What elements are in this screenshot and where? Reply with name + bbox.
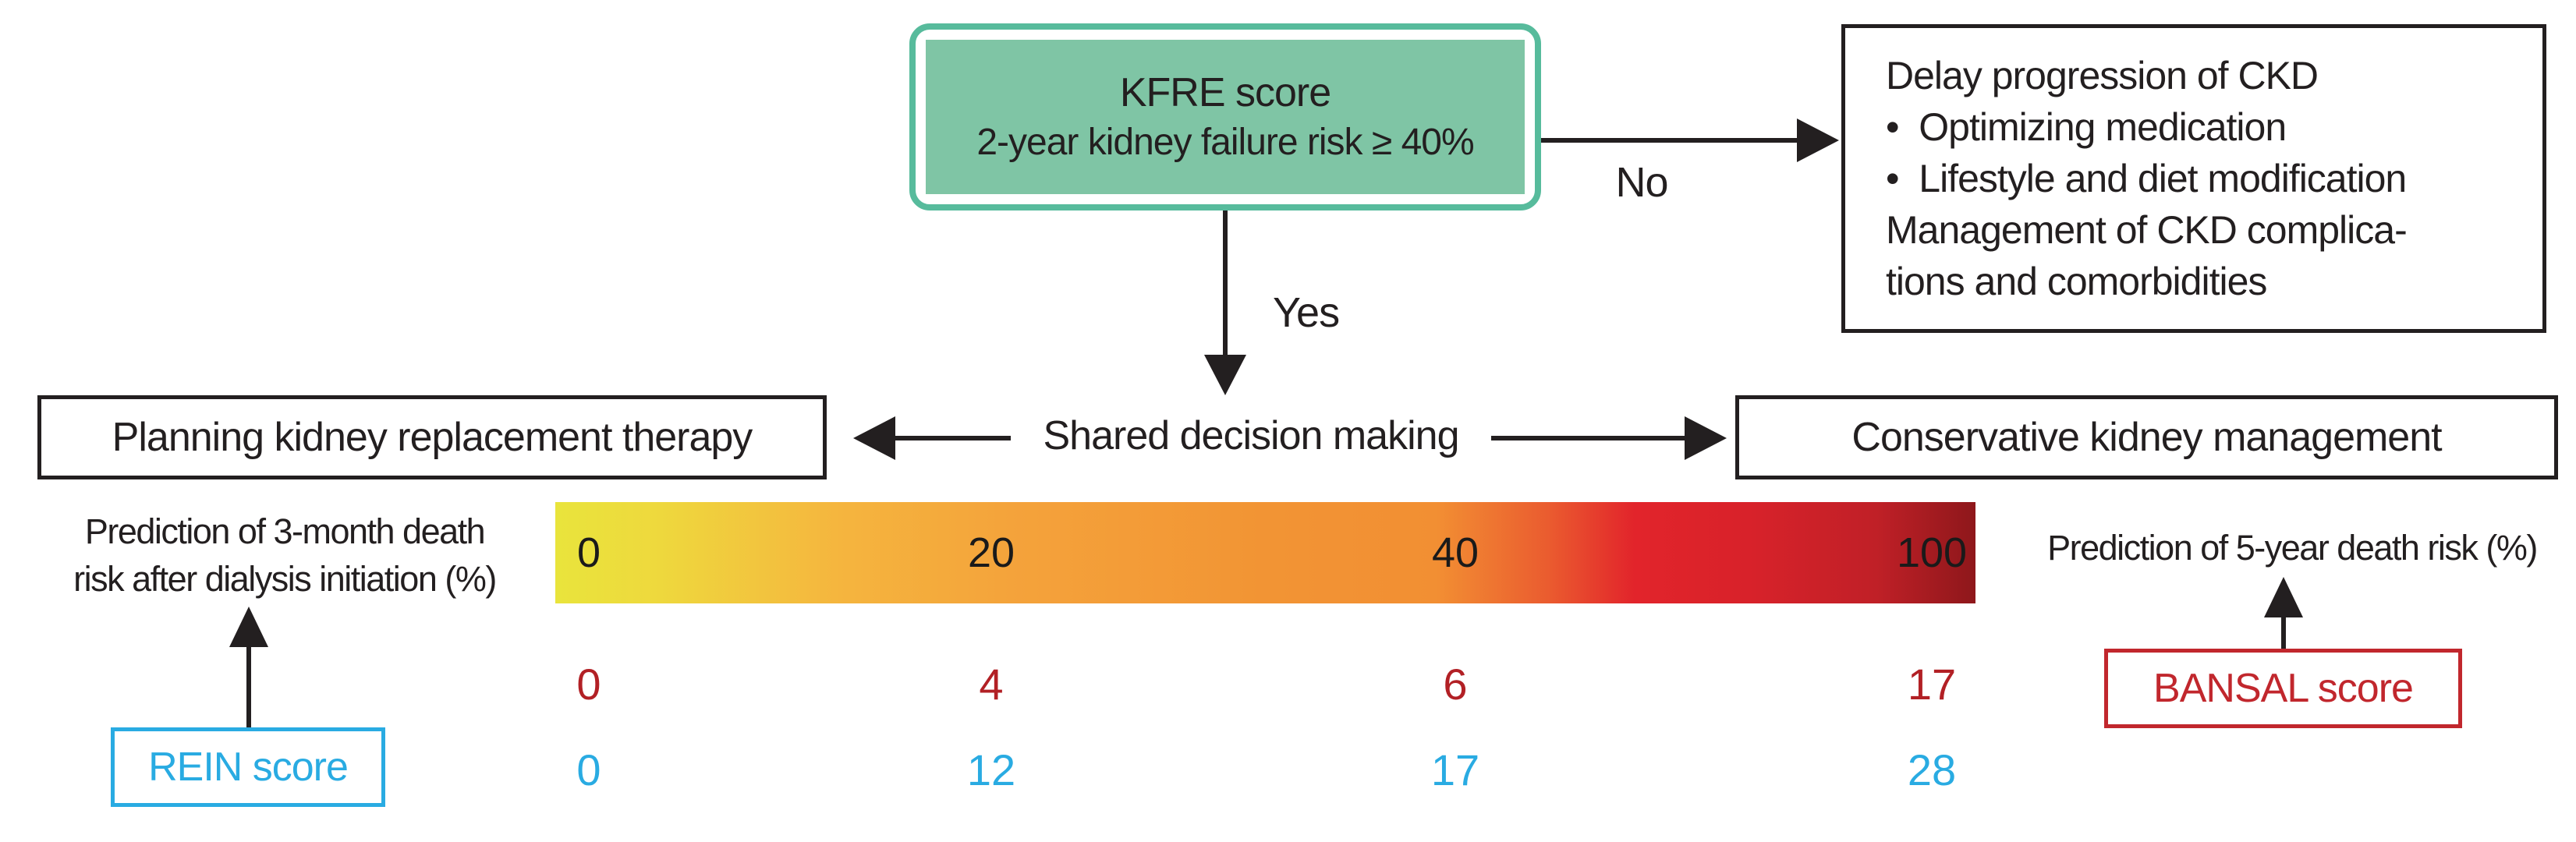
shared-decision-making-label: Shared decision making — [1043, 413, 1460, 458]
arrow-no-head-icon — [1797, 119, 1839, 162]
arrow-bansal-head-icon — [2264, 577, 2303, 617]
kfre-risk-gradient-bar: 0 20 40 100 — [555, 502, 1975, 603]
delay-box-line: tions and comorbidities — [1886, 260, 2267, 303]
bansal-value: 6 — [1443, 660, 1468, 709]
delay-box-line: • Optimizing medication — [1886, 105, 2287, 149]
arrow-yes-head-icon — [1204, 355, 1246, 395]
rein-value: 12 — [966, 745, 1016, 794]
delay-progression-box: Delay progression of CKD • Optimizing me… — [1841, 24, 2546, 333]
bansal-value: 0 — [576, 660, 601, 709]
rein-caption-line2: risk after dialysis initiation (%) — [73, 559, 497, 599]
arrow-sdm-left-head-icon — [853, 416, 895, 460]
arrow-sdm-right-line — [1491, 436, 1686, 440]
arrow-no-line — [1541, 138, 1800, 143]
bar-tick-label: 100 — [1896, 529, 1968, 576]
delay-box-line: Management of CKD complica- — [1886, 208, 2408, 252]
planning-kidney-replacement-label: Planning kidney replacement therapy — [112, 415, 753, 460]
arrow-rein-line — [246, 644, 251, 727]
conservative-kidney-management-box: Conservative kidney management — [1735, 395, 2558, 479]
rein-value: 17 — [1430, 745, 1480, 794]
bar-tick-label: 40 — [1431, 529, 1479, 576]
kfre-score-box-fill: KFRE score 2-year kidney failure risk ≥ … — [926, 40, 1525, 194]
rein-score-label: REIN score — [148, 745, 349, 790]
kfre-score-criterion: 2-year kidney failure risk ≥ 40% — [976, 122, 1474, 163]
arrow-rein-head-icon — [229, 607, 268, 647]
bansal-caption: Prediction of 5-year death risk (%) — [2047, 528, 2538, 568]
planning-kidney-replacement-box: Planning kidney replacement therapy — [37, 395, 827, 479]
bansal-value: 4 — [979, 660, 1004, 709]
bar-tick-label: 20 — [967, 529, 1015, 576]
kfre-score-title: KFRE score — [1119, 70, 1331, 115]
no-label: No — [1615, 159, 1668, 206]
bar-tick-label: 0 — [576, 529, 601, 576]
rein-value: 0 — [576, 745, 601, 794]
arrow-sdm-left-line — [894, 436, 1011, 440]
arrow-yes-line — [1223, 210, 1228, 356]
arrow-bansal-line — [2281, 614, 2286, 649]
rein-score-box: REIN score — [111, 727, 385, 807]
delay-box-line: Delay progression of CKD — [1886, 54, 2319, 97]
bansal-score-label: BANSAL score — [2153, 666, 2414, 711]
rein-caption: Prediction of 3-month death risk after d… — [9, 508, 560, 603]
delay-box-line: • Lifestyle and diet modification — [1886, 157, 2407, 200]
conservative-kidney-management-label: Conservative kidney management — [1851, 415, 2442, 460]
rein-caption-line1: Prediction of 3-month death — [84, 511, 486, 551]
bansal-score-box: BANSAL score — [2104, 649, 2462, 728]
rein-value: 28 — [1907, 745, 1957, 794]
yes-label: Yes — [1273, 289, 1340, 336]
bansal-value: 17 — [1907, 660, 1957, 709]
arrow-sdm-right-head-icon — [1685, 416, 1727, 460]
kfre-score-box: KFRE score 2-year kidney failure risk ≥ … — [909, 23, 1541, 210]
